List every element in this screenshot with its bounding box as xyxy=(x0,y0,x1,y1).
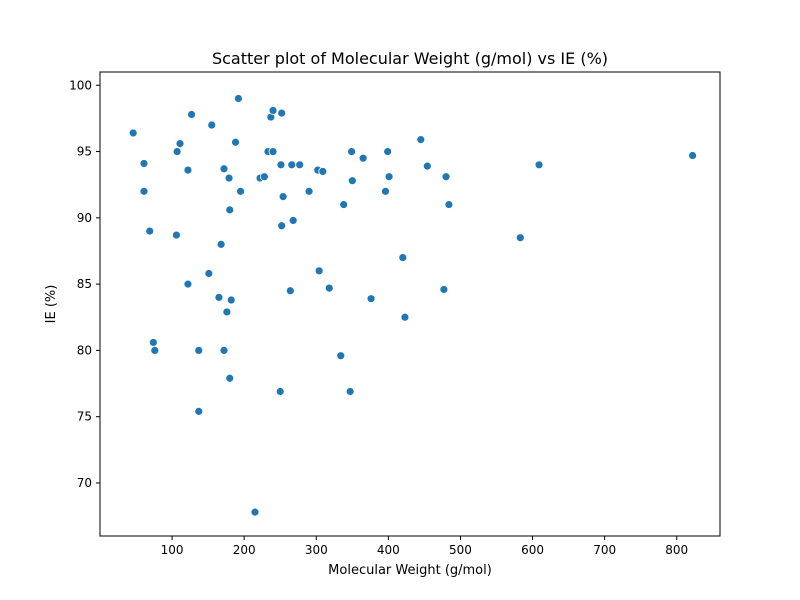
scatter-point xyxy=(250,507,260,517)
scatter-point xyxy=(268,147,278,156)
x-tick-label: 600 xyxy=(521,543,544,557)
y-axis-label: IE (%) xyxy=(44,285,59,324)
scatter-point xyxy=(366,294,376,304)
scatter-point xyxy=(276,160,286,170)
scatter-point xyxy=(688,151,698,160)
scatter-point xyxy=(139,186,149,196)
scatter-point xyxy=(194,345,204,355)
scatter-point xyxy=(224,173,234,183)
scatter-point xyxy=(347,176,357,186)
scatter-point xyxy=(226,295,236,305)
scatter-point xyxy=(231,137,240,147)
scatter-point xyxy=(444,200,454,209)
scatter-point xyxy=(441,172,451,182)
chart-title: Scatter plot of Molecular Weight (g/mol)… xyxy=(212,49,608,68)
scatter-point xyxy=(358,153,368,163)
scatter-point xyxy=(345,387,355,396)
y-tick-label: 100 xyxy=(69,78,92,92)
y-tick-label: 90 xyxy=(77,211,92,225)
x-axis-label: Molecular Weight (g/mol) xyxy=(328,563,492,578)
scatter-point xyxy=(148,338,158,347)
scatter-point xyxy=(187,110,196,119)
scatter-point xyxy=(384,172,394,182)
scatter-point xyxy=(145,226,155,236)
x-tick-label: 700 xyxy=(593,543,616,557)
x-tick-label: 800 xyxy=(665,543,688,557)
scatter-point xyxy=(383,147,393,156)
scatter-point xyxy=(285,286,295,296)
scatter-point xyxy=(219,164,229,174)
scatter-point xyxy=(234,94,243,103)
scatter-point xyxy=(287,160,297,170)
scatter-point xyxy=(175,139,185,148)
scatter-point xyxy=(236,186,245,196)
scatter-point xyxy=(214,292,224,302)
scatter-point xyxy=(324,283,334,293)
scatter-point xyxy=(275,387,285,396)
scatter-point xyxy=(194,406,204,416)
x-axis-ticks: 100 200 300 400 500 600 700 800 xyxy=(161,536,688,557)
scatter-point xyxy=(259,172,269,182)
x-tick-label: 500 xyxy=(449,543,472,557)
scatter-point xyxy=(172,147,182,156)
scatter-point xyxy=(128,128,138,138)
scatter-point xyxy=(398,253,408,263)
scatter-point xyxy=(295,160,305,170)
scatter-point xyxy=(347,147,357,156)
x-tick-label: 100 xyxy=(161,543,184,557)
scatter-point xyxy=(422,161,432,171)
scatter-point xyxy=(183,279,193,289)
scatter-point xyxy=(204,269,214,278)
scatter-point xyxy=(304,186,314,196)
scatter-point xyxy=(318,167,328,176)
scatter-point xyxy=(534,160,544,170)
scatter-point xyxy=(183,165,193,175)
y-tick-label: 85 xyxy=(77,277,92,291)
scatter-point xyxy=(381,186,390,196)
scatter-point xyxy=(515,233,525,243)
scatter-point xyxy=(225,373,235,383)
scatter-point xyxy=(416,135,426,145)
scatter-point xyxy=(278,192,288,202)
x-tick-label: 300 xyxy=(305,543,328,557)
data-points xyxy=(128,94,698,517)
scatter-point xyxy=(219,345,229,355)
scatter-point xyxy=(288,216,298,225)
scatter-point xyxy=(439,285,449,294)
x-tick-label: 200 xyxy=(233,543,256,557)
y-tick-label: 70 xyxy=(77,476,92,490)
x-tick-label: 400 xyxy=(377,543,400,557)
scatter-point xyxy=(139,159,149,168)
scatter-point xyxy=(150,345,160,355)
scatter-point xyxy=(268,106,278,115)
scatter-point xyxy=(400,312,410,322)
scatter-point xyxy=(277,108,287,118)
scatter-point xyxy=(216,239,226,249)
scatter-point xyxy=(222,307,232,317)
y-tick-label: 75 xyxy=(77,410,92,424)
scatter-point xyxy=(172,230,181,240)
scatter-point xyxy=(314,266,324,276)
scatter-point xyxy=(225,205,235,215)
y-axis-ticks: 70 75 80 85 90 95 100 xyxy=(69,78,100,490)
plot-frame xyxy=(99,71,721,537)
y-tick-label: 95 xyxy=(77,145,92,159)
scatter-point xyxy=(339,200,349,209)
scatter-point xyxy=(277,221,287,231)
scatter-point xyxy=(336,351,346,361)
y-tick-label: 80 xyxy=(77,343,92,357)
scatter-point xyxy=(207,120,217,130)
